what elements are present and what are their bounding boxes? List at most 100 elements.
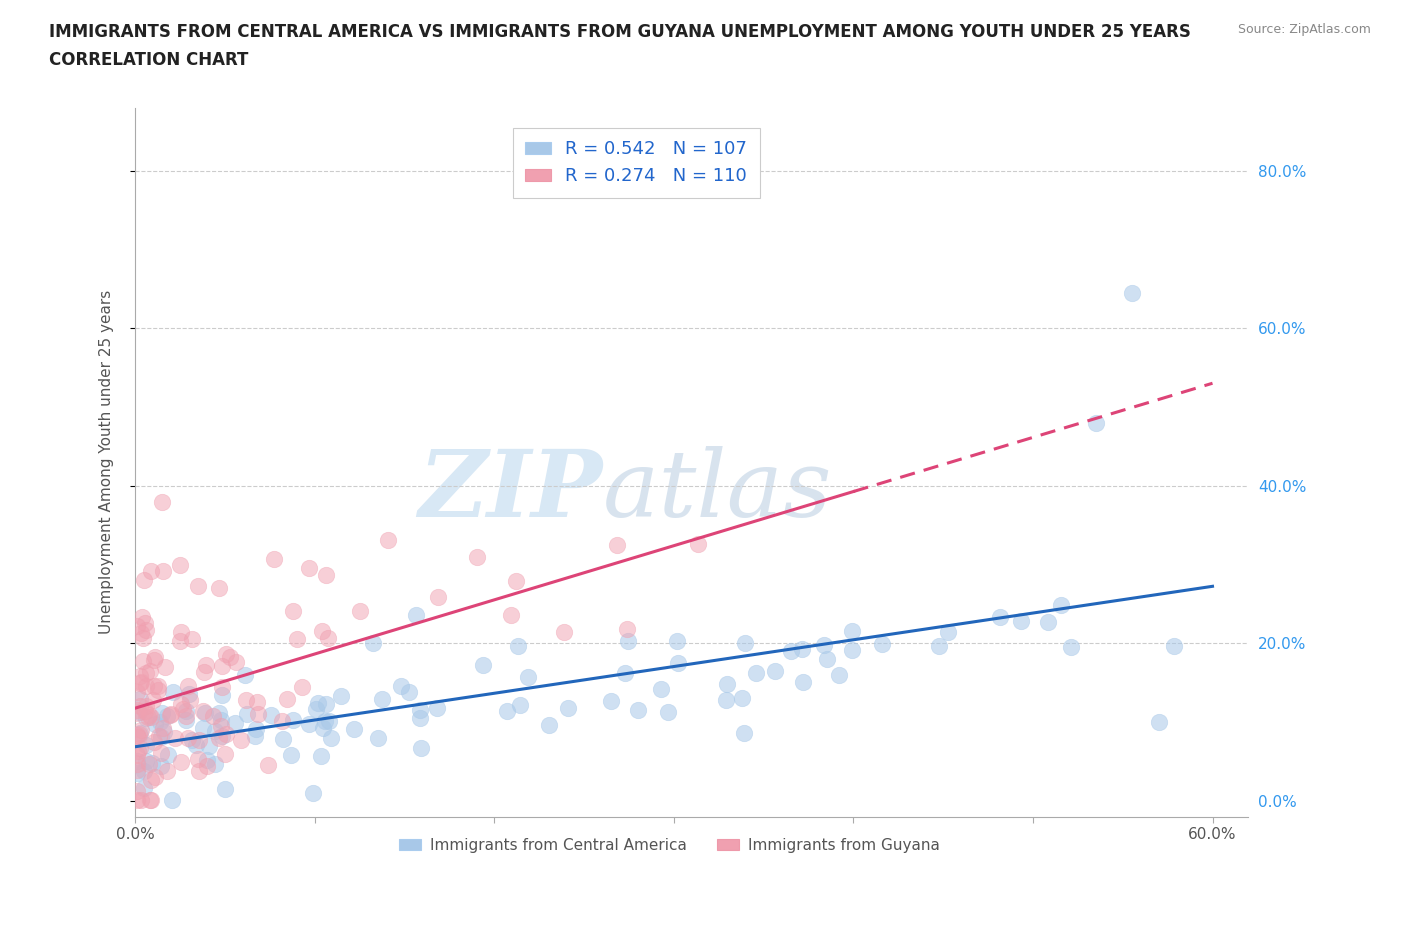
Point	[509, 698, 531, 712]
Point	[150, 706, 173, 721]
Point	[367, 731, 389, 746]
Point	[686, 537, 709, 551]
Point	[125, 619, 148, 634]
Point	[135, 699, 157, 714]
Point	[127, 747, 149, 762]
Point	[1121, 286, 1143, 300]
Point	[177, 679, 200, 694]
Point	[131, 610, 153, 625]
Point	[211, 679, 233, 694]
Point	[139, 792, 162, 807]
Point	[177, 730, 200, 745]
Point	[135, 666, 157, 681]
Point	[471, 658, 494, 672]
Point	[128, 669, 150, 684]
Point	[128, 726, 150, 741]
Point	[211, 719, 233, 734]
Point	[129, 726, 152, 741]
Point	[841, 642, 863, 657]
Point	[142, 678, 165, 693]
Point	[599, 694, 621, 709]
Point	[202, 709, 225, 724]
Point	[169, 754, 191, 769]
Point	[194, 705, 217, 720]
Point	[125, 684, 148, 699]
Point	[235, 693, 257, 708]
Point	[197, 738, 219, 753]
Point	[209, 713, 232, 728]
Point	[141, 710, 163, 724]
Point	[389, 678, 412, 693]
Text: atlas: atlas	[603, 445, 832, 536]
Point	[616, 622, 638, 637]
Point	[125, 705, 148, 720]
Y-axis label: Unemployment Among Youth under 25 years: Unemployment Among Youth under 25 years	[100, 290, 114, 634]
Point	[174, 712, 197, 727]
Point	[271, 732, 294, 747]
Point	[135, 622, 157, 637]
Point	[1147, 715, 1170, 730]
Point	[465, 549, 488, 564]
Point	[157, 748, 180, 763]
Point	[125, 754, 148, 769]
Point	[170, 697, 193, 711]
Point	[159, 708, 181, 723]
Point	[215, 646, 238, 661]
Point	[225, 654, 247, 669]
Point	[657, 705, 679, 720]
Point	[211, 728, 233, 743]
Point	[204, 756, 226, 771]
Point	[134, 573, 156, 588]
Point	[405, 607, 427, 622]
Point	[349, 604, 371, 618]
Point	[285, 631, 308, 646]
Point	[763, 664, 786, 679]
Point	[187, 733, 209, 748]
Point	[606, 538, 628, 552]
Point	[195, 658, 218, 672]
Point	[215, 726, 238, 741]
Point	[135, 753, 157, 768]
Point	[156, 764, 179, 778]
Point	[281, 604, 304, 618]
Point	[152, 564, 174, 578]
Point	[506, 639, 529, 654]
Point	[841, 623, 863, 638]
Point	[132, 781, 155, 796]
Point	[172, 701, 194, 716]
Point	[714, 693, 737, 708]
Point	[517, 670, 540, 684]
Point	[149, 758, 172, 773]
Point	[138, 708, 160, 723]
Point	[155, 709, 177, 724]
Point	[665, 633, 688, 648]
Point	[297, 560, 319, 575]
Point	[146, 682, 169, 697]
Point	[143, 650, 166, 665]
Point	[128, 691, 150, 706]
Point	[411, 740, 433, 755]
Point	[181, 631, 204, 646]
Point	[235, 706, 257, 721]
Point	[208, 730, 231, 745]
Point	[128, 741, 150, 756]
Point	[165, 731, 187, 746]
Point	[409, 711, 432, 725]
Point	[790, 642, 813, 657]
Point	[169, 557, 191, 572]
Point	[135, 678, 157, 693]
Point	[733, 725, 755, 740]
Point	[141, 755, 163, 770]
Point	[329, 688, 352, 703]
Point	[132, 764, 155, 778]
Point	[179, 692, 201, 707]
Point	[311, 623, 333, 638]
Point	[193, 665, 215, 680]
Point	[343, 722, 366, 737]
Point	[219, 649, 242, 664]
Point	[1084, 416, 1107, 431]
Point	[229, 733, 252, 748]
Point	[179, 686, 201, 701]
Point	[174, 703, 197, 718]
Point	[1050, 597, 1073, 612]
